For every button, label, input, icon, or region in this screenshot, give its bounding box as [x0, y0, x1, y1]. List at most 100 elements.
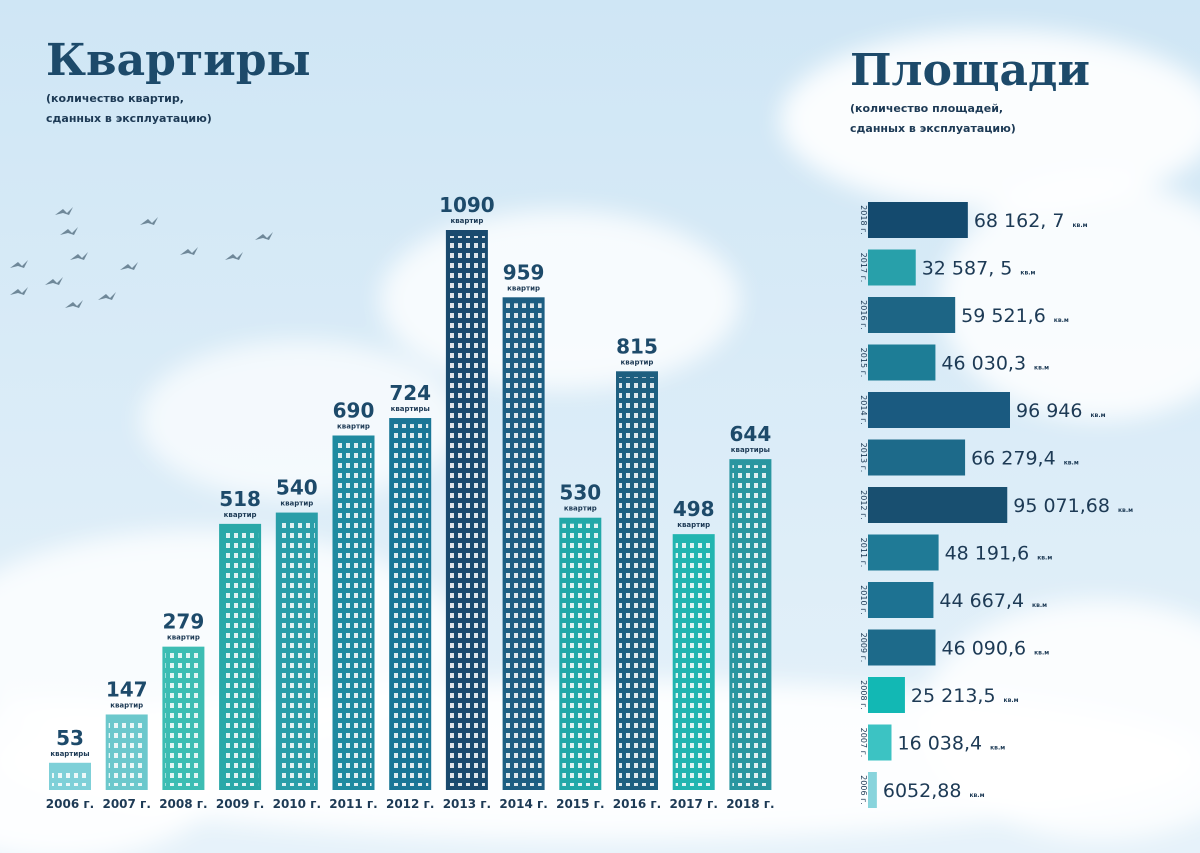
unit-label: квартир [224, 511, 257, 519]
x-tick-label: 2015 г. [556, 797, 604, 811]
unit-label: квартиры [731, 446, 770, 454]
unit-label: кв.м [1037, 555, 1052, 562]
value-label: 724 [389, 381, 431, 405]
unit-label: квартир [564, 505, 597, 513]
unit-label: квартир [507, 284, 540, 292]
windows [732, 465, 769, 786]
value-label: 1090 [439, 193, 495, 217]
value-label: 53 [56, 726, 84, 750]
y-tick-label: 2018 г. [859, 205, 868, 235]
value-label: 66 279,4 [971, 448, 1056, 470]
bar [868, 534, 939, 571]
value-label: 6052,88 [883, 780, 962, 802]
unit-label: кв.м [1034, 365, 1049, 372]
y-tick-label: 2011 г. [859, 538, 868, 568]
unit-label: кв.м [1064, 460, 1079, 467]
x-tick-label: 2012 г. [386, 797, 434, 811]
unit-label: кв.м [990, 745, 1005, 752]
unit-label: кв.м [1054, 317, 1069, 324]
chart-title: Квартиры [46, 35, 311, 86]
unit-label: кв.м [1090, 412, 1105, 419]
x-tick-label: 2009 г. [216, 797, 264, 811]
unit-label: кв.м [969, 792, 984, 799]
unit-label: кв.м [1072, 222, 1087, 229]
unit-label: квартир [167, 634, 200, 642]
x-tick-label: 2017 г. [669, 797, 717, 811]
windows [278, 518, 315, 786]
value-label: 48 191,6 [945, 543, 1030, 565]
y-tick-label: 2006 г. [859, 775, 868, 805]
value-label: 46 090,6 [942, 638, 1027, 660]
unit-label: квартир [621, 358, 654, 366]
windows [392, 424, 429, 786]
unit-label: кв.м [1034, 650, 1049, 657]
bar [868, 772, 877, 808]
windows [505, 303, 542, 786]
windows [619, 377, 655, 786]
bar [868, 487, 1008, 523]
value-label: 147 [106, 677, 148, 701]
value-label: 690 [333, 399, 375, 423]
y-tick-label: 2015 г. [859, 348, 868, 378]
bar [868, 249, 916, 286]
value-label: 44 667,4 [939, 590, 1024, 612]
unit-label: квартир [450, 217, 483, 225]
x-tick-label: 2016 г. [613, 797, 661, 811]
x-tick-label: 2011 г. [329, 797, 377, 811]
subtitle: (количество площадей, [850, 102, 1003, 115]
value-label: 25 213,5 [911, 685, 996, 707]
value-label: 59 521,6 [961, 305, 1046, 327]
subtitle: (количество квартир, [46, 92, 184, 105]
x-tick-label: 2008 г. [159, 797, 207, 811]
windows [52, 768, 88, 786]
unit-label: квартиры [391, 405, 430, 413]
value-label: 95 071,68 [1013, 495, 1110, 517]
bar [868, 582, 934, 618]
unit-label: кв.м [1020, 270, 1035, 277]
windows [448, 236, 485, 786]
y-tick-label: 2007 г. [859, 728, 868, 758]
bar [868, 724, 892, 761]
value-label: 815 [616, 334, 658, 358]
subtitle: сданных в эксплуатацию) [850, 122, 1016, 135]
windows [675, 540, 712, 786]
y-tick-label: 2008 г. [859, 680, 868, 710]
y-tick-label: 2009 г. [859, 633, 868, 663]
value-label: 279 [163, 610, 205, 634]
y-tick-label: 2012 г. [859, 490, 868, 520]
unit-label: квартир [337, 423, 370, 431]
unit-label: кв.м [1004, 697, 1019, 704]
value-label: 518 [219, 487, 261, 511]
bar [868, 344, 936, 381]
unit-label: квартир [110, 701, 143, 709]
y-tick-label: 2016 г. [859, 300, 868, 330]
birds [10, 207, 273, 308]
value-label: 530 [559, 481, 601, 505]
unit-label: квартиры [50, 750, 89, 758]
y-tick-label: 2013 г. [859, 443, 868, 473]
value-label: 959 [503, 260, 545, 284]
x-tick-label: 2010 г. [273, 797, 321, 811]
x-tick-label: 2014 г. [499, 797, 547, 811]
windows [165, 652, 202, 786]
value-label: 644 [730, 422, 772, 446]
unit-label: кв.м [1032, 602, 1047, 609]
unit-label: квартир [677, 521, 710, 529]
x-tick-label: 2018 г. [726, 797, 774, 811]
windows [222, 529, 259, 786]
bar [868, 629, 936, 666]
value-label: 96 946 [1016, 400, 1082, 422]
windows [562, 523, 599, 786]
value-label: 16 038,4 [897, 733, 982, 755]
bar [868, 297, 956, 333]
value-label: 498 [673, 497, 715, 521]
y-tick-label: 2010 г. [859, 585, 868, 615]
bar [868, 439, 966, 476]
y-tick-label: 2017 г. [859, 253, 868, 283]
unit-label: кв.м [1118, 507, 1133, 514]
x-tick-label: 2013 г. [443, 797, 491, 811]
y-tick-label: 2014 г. [859, 395, 868, 425]
value-label: 68 162, 7 [974, 210, 1065, 232]
bar [868, 392, 1010, 428]
